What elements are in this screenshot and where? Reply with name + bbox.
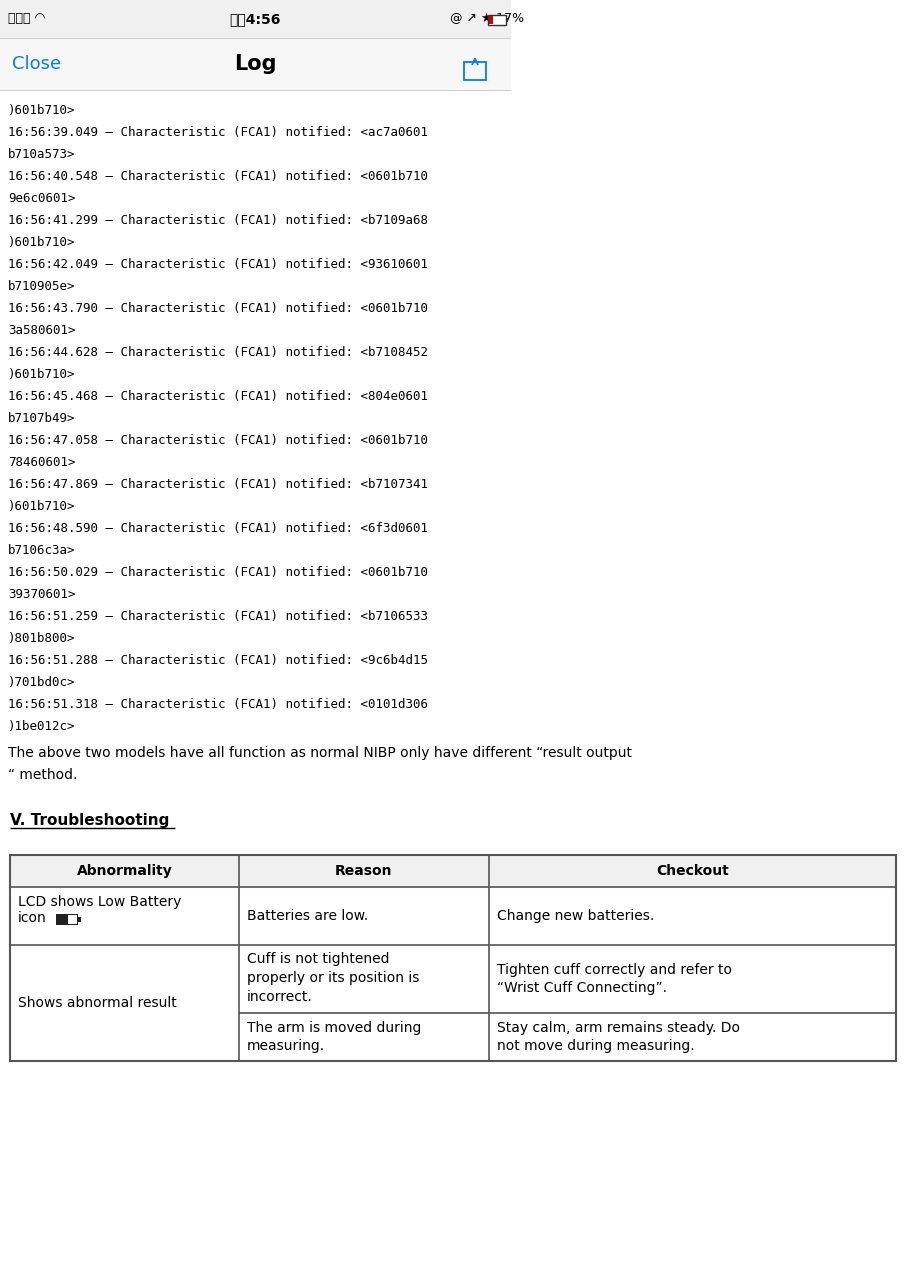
Bar bbox=[489, 17, 493, 24]
Text: 3a580601>: 3a580601> bbox=[8, 325, 75, 337]
Text: 16:56:39.049 — Characteristic (FCA1) notified: <ac7a0601: 16:56:39.049 — Characteristic (FCA1) not… bbox=[8, 126, 428, 139]
Text: 16:56:45.468 — Characteristic (FCA1) notified: <804e0601: 16:56:45.468 — Characteristic (FCA1) not… bbox=[8, 390, 428, 404]
Text: 16:56:50.029 — Characteristic (FCA1) notified: <0601b710: 16:56:50.029 — Characteristic (FCA1) not… bbox=[8, 566, 428, 579]
Text: Close: Close bbox=[12, 55, 61, 73]
Text: 下午4:56: 下午4:56 bbox=[229, 11, 281, 25]
Text: 16:56:44.628 — Characteristic (FCA1) notified: <b7108452: 16:56:44.628 — Characteristic (FCA1) not… bbox=[8, 346, 428, 359]
Text: 16:56:51.259 — Characteristic (FCA1) notified: <b7106533: 16:56:51.259 — Characteristic (FCA1) not… bbox=[8, 610, 428, 622]
Text: V. Troubleshooting: V. Troubleshooting bbox=[10, 813, 169, 827]
Text: )601b710>: )601b710> bbox=[8, 500, 75, 513]
Bar bbox=[10, 855, 896, 1060]
Text: 16:56:47.058 — Characteristic (FCA1) notified: <0601b710: 16:56:47.058 — Characteristic (FCA1) not… bbox=[8, 434, 428, 447]
Text: Checkout: Checkout bbox=[656, 864, 728, 878]
Text: )601b710>: )601b710> bbox=[8, 236, 75, 250]
Text: Reason: Reason bbox=[335, 864, 392, 878]
Text: 无服务 ◠: 无服务 ◠ bbox=[8, 13, 45, 25]
Bar bbox=[10, 855, 896, 1060]
Text: b710905e>: b710905e> bbox=[8, 280, 75, 293]
Text: Stay calm, arm remains steady. Do
not move during measuring.: Stay calm, arm remains steady. Do not mo… bbox=[497, 1021, 740, 1054]
Text: b7106c3a>: b7106c3a> bbox=[8, 544, 75, 558]
Text: Change new batteries.: Change new batteries. bbox=[497, 909, 654, 923]
Text: 16:56:41.299 — Characteristic (FCA1) notified: <b7109a68: 16:56:41.299 — Characteristic (FCA1) not… bbox=[8, 214, 428, 227]
Bar bbox=[78, 917, 81, 922]
Text: The arm is moved during
measuring.: The arm is moved during measuring. bbox=[247, 1021, 421, 1054]
Text: 16:56:51.288 — Characteristic (FCA1) notified: <9c6b4d15: 16:56:51.288 — Characteristic (FCA1) not… bbox=[8, 654, 428, 667]
Text: 16:56:43.790 — Characteristic (FCA1) notified: <0601b710: 16:56:43.790 — Characteristic (FCA1) not… bbox=[8, 302, 428, 314]
Text: The above two models have all function as normal NIBP only have different “resul: The above two models have all function a… bbox=[8, 746, 632, 760]
Text: )801b800>: )801b800> bbox=[8, 631, 75, 645]
Bar bbox=[488, 15, 506, 25]
Text: 16:56:40.548 — Characteristic (FCA1) notified: <0601b710: 16:56:40.548 — Characteristic (FCA1) not… bbox=[8, 171, 428, 183]
Text: 78460601>: 78460601> bbox=[8, 456, 75, 468]
Bar bbox=[464, 62, 486, 80]
Text: )1be012c>: )1be012c> bbox=[8, 721, 75, 733]
Bar bbox=[56, 914, 78, 925]
Text: “ method.: “ method. bbox=[8, 768, 77, 782]
Text: )601b710>: )601b710> bbox=[8, 104, 75, 117]
Text: @ ↗ ★ 17%: @ ↗ ★ 17% bbox=[450, 13, 525, 25]
Text: Tighten cuff correctly and refer to
“Wrist Cuff Connecting”.: Tighten cuff correctly and refer to “Wri… bbox=[497, 962, 732, 995]
Bar bbox=[10, 855, 896, 887]
Text: 39370601>: 39370601> bbox=[8, 588, 75, 601]
Text: 16:56:42.049 — Characteristic (FCA1) notified: <93610601: 16:56:42.049 — Characteristic (FCA1) not… bbox=[8, 258, 428, 271]
Bar bbox=[68, 915, 77, 924]
Bar bbox=[0, 90, 510, 740]
Bar bbox=[0, 38, 510, 90]
Text: Batteries are low.: Batteries are low. bbox=[247, 909, 368, 923]
Text: 16:56:51.318 — Characteristic (FCA1) notified: <0101d306: 16:56:51.318 — Characteristic (FCA1) not… bbox=[8, 698, 428, 712]
Text: )701bd0c>: )701bd0c> bbox=[8, 676, 75, 689]
Text: LCD shows Low Battery: LCD shows Low Battery bbox=[18, 895, 181, 909]
Text: 9e6c0601>: 9e6c0601> bbox=[8, 192, 75, 205]
Text: 16:56:48.590 — Characteristic (FCA1) notified: <6f3d0601: 16:56:48.590 — Characteristic (FCA1) not… bbox=[8, 522, 428, 535]
Text: Shows abnormal result: Shows abnormal result bbox=[18, 995, 177, 1009]
Text: icon: icon bbox=[18, 911, 47, 925]
Text: 16:56:47.869 — Characteristic (FCA1) notified: <b7107341: 16:56:47.869 — Characteristic (FCA1) not… bbox=[8, 477, 428, 491]
Text: b710a573>: b710a573> bbox=[8, 148, 75, 160]
Bar bbox=[0, 0, 510, 38]
Text: )601b710>: )601b710> bbox=[8, 368, 75, 381]
Text: b7107b49>: b7107b49> bbox=[8, 412, 75, 425]
Text: Abnormality: Abnormality bbox=[77, 864, 172, 878]
Text: Cuff is not tightened
properly or its position is
incorrect.: Cuff is not tightened properly or its po… bbox=[247, 952, 419, 1004]
Bar bbox=[506, 18, 508, 22]
Text: Log: Log bbox=[234, 53, 276, 74]
